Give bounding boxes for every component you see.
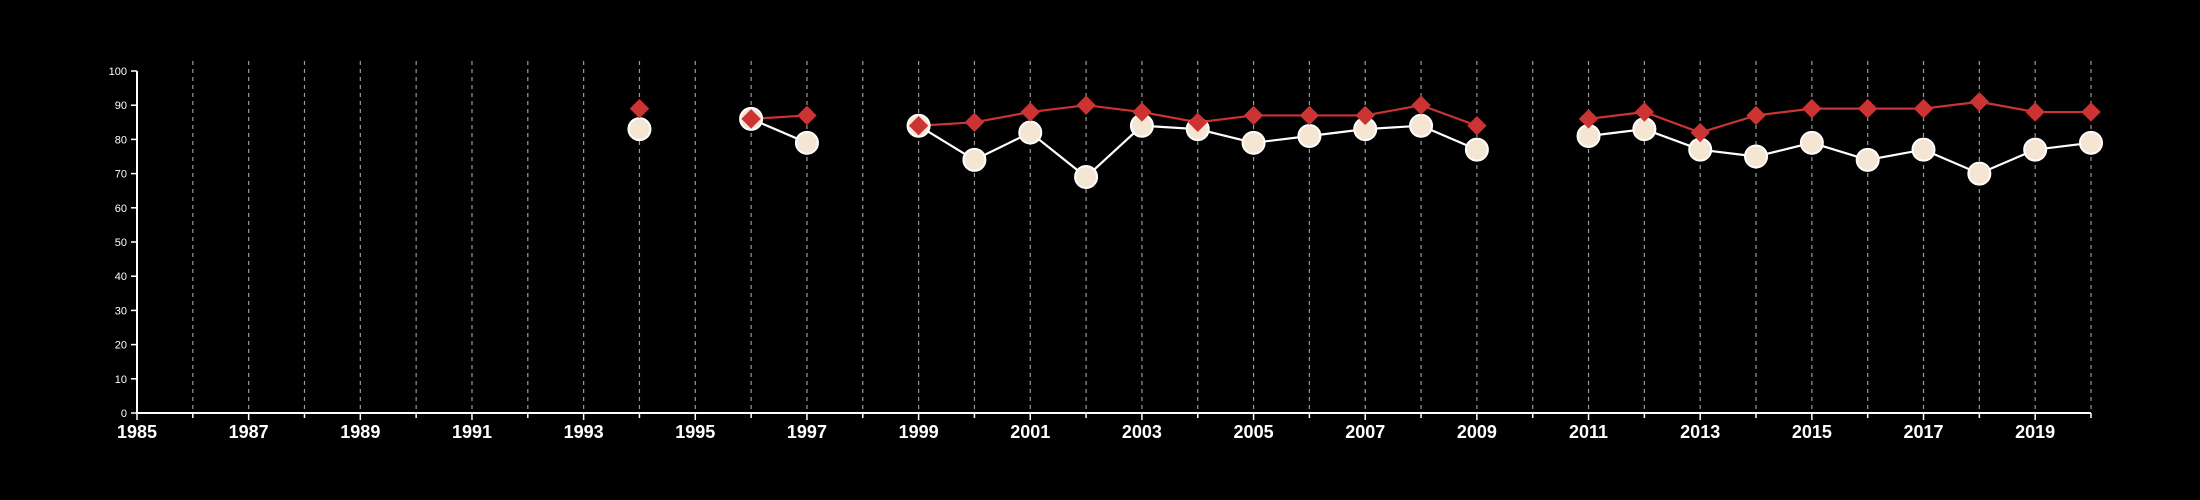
x-tick-label: 1995 [675, 422, 715, 442]
x-tick-label: 2019 [2015, 422, 2055, 442]
circle-marker [1967, 161, 1992, 186]
circle-marker [1855, 147, 1880, 172]
series-line-circle [1588, 128, 2092, 175]
diamond-marker [1020, 102, 1040, 122]
diamond-marker [797, 105, 817, 126]
y-tick-label: 50 [115, 237, 127, 249]
diamond-marker [1355, 105, 1375, 126]
diamond-marker [1467, 116, 1487, 136]
y-tick-label: 10 [115, 374, 127, 386]
series-line-diamond [1588, 100, 2091, 134]
circle-marker [1464, 137, 1489, 162]
diamond-marker [1746, 105, 1766, 126]
diamond-marker [1188, 112, 1208, 133]
circle-marker [627, 117, 652, 142]
y-tick-label: 100 [109, 66, 127, 78]
y-tick-label: 80 [115, 134, 127, 146]
diamond-marker [1969, 92, 1990, 112]
diamond-marker [1243, 105, 1264, 126]
diamond-marker [964, 112, 985, 133]
diamond-marker [1913, 98, 1934, 119]
x-tick-label: 1989 [340, 422, 380, 442]
circle-marker [1409, 113, 1434, 138]
diamond-marker [1857, 98, 1878, 119]
x-tick-label: 2007 [1345, 422, 1385, 442]
x-tick-label: 1993 [564, 422, 604, 442]
series-layer [627, 92, 2103, 190]
x-axis-ticks: 1985 1987 1989 1991 1993 1995 1997 1999 2001 2003… [117, 413, 2092, 442]
circle-marker [1241, 130, 1266, 155]
circle-marker [2023, 137, 2048, 162]
diamond-marker [629, 98, 650, 119]
x-tick-label: 2015 [1792, 422, 1832, 442]
x-tick-label: 1999 [899, 422, 939, 442]
x-tick-label: 2013 [1680, 422, 1720, 442]
x-tick-label: 2005 [1234, 422, 1274, 442]
y-axis-ticks: 0 10 20 30 40 50 60 70 80 90 100 [109, 66, 137, 420]
diamond-marker [1132, 102, 1152, 122]
diamond-marker [1299, 105, 1320, 126]
diamond-marker [1411, 95, 1431, 115]
circle-marker [962, 147, 987, 172]
circle-marker [2079, 130, 2103, 155]
x-tick-label: 2011 [1569, 422, 1608, 442]
x-tick-label: 2009 [1457, 422, 1497, 442]
diamond-marker [1690, 122, 1710, 143]
diamond-marker [2025, 102, 2045, 122]
circle-marker [1744, 144, 1769, 169]
y-tick-label: 90 [115, 100, 127, 112]
x-tick-label: 1991 [452, 422, 492, 442]
circle-marker [1799, 130, 1824, 155]
axes [136, 71, 2091, 414]
circle-marker [1074, 165, 1099, 190]
x-tick-label: 1985 [117, 422, 157, 442]
circle-marker [1297, 123, 1322, 148]
y-tick-label: 30 [115, 305, 127, 317]
x-tick-label: 1997 [787, 422, 827, 442]
y-tick-label: 0 [121, 408, 127, 420]
diamond-marker [741, 109, 761, 129]
diamond-marker [908, 116, 929, 136]
x-tick-label: 2017 [1903, 422, 1943, 442]
diamond-marker [2081, 102, 2101, 122]
x-tick-label: 2001 [1010, 422, 1050, 442]
diamond-marker [1802, 98, 1822, 119]
y-tick-label: 70 [115, 169, 127, 181]
circle-marker [1018, 120, 1043, 145]
x-tick-label: 2003 [1122, 422, 1162, 442]
y-tick-label: 40 [115, 271, 127, 283]
diamond-marker [1634, 102, 1655, 122]
circle-marker [794, 130, 819, 155]
x-tick-label: 1987 [229, 422, 269, 442]
diamond-marker [1076, 95, 1096, 115]
y-tick-label: 20 [115, 340, 127, 352]
y-tick-label: 60 [115, 203, 127, 215]
diamond-marker [1578, 109, 1599, 129]
circle-marker [1911, 137, 1936, 162]
